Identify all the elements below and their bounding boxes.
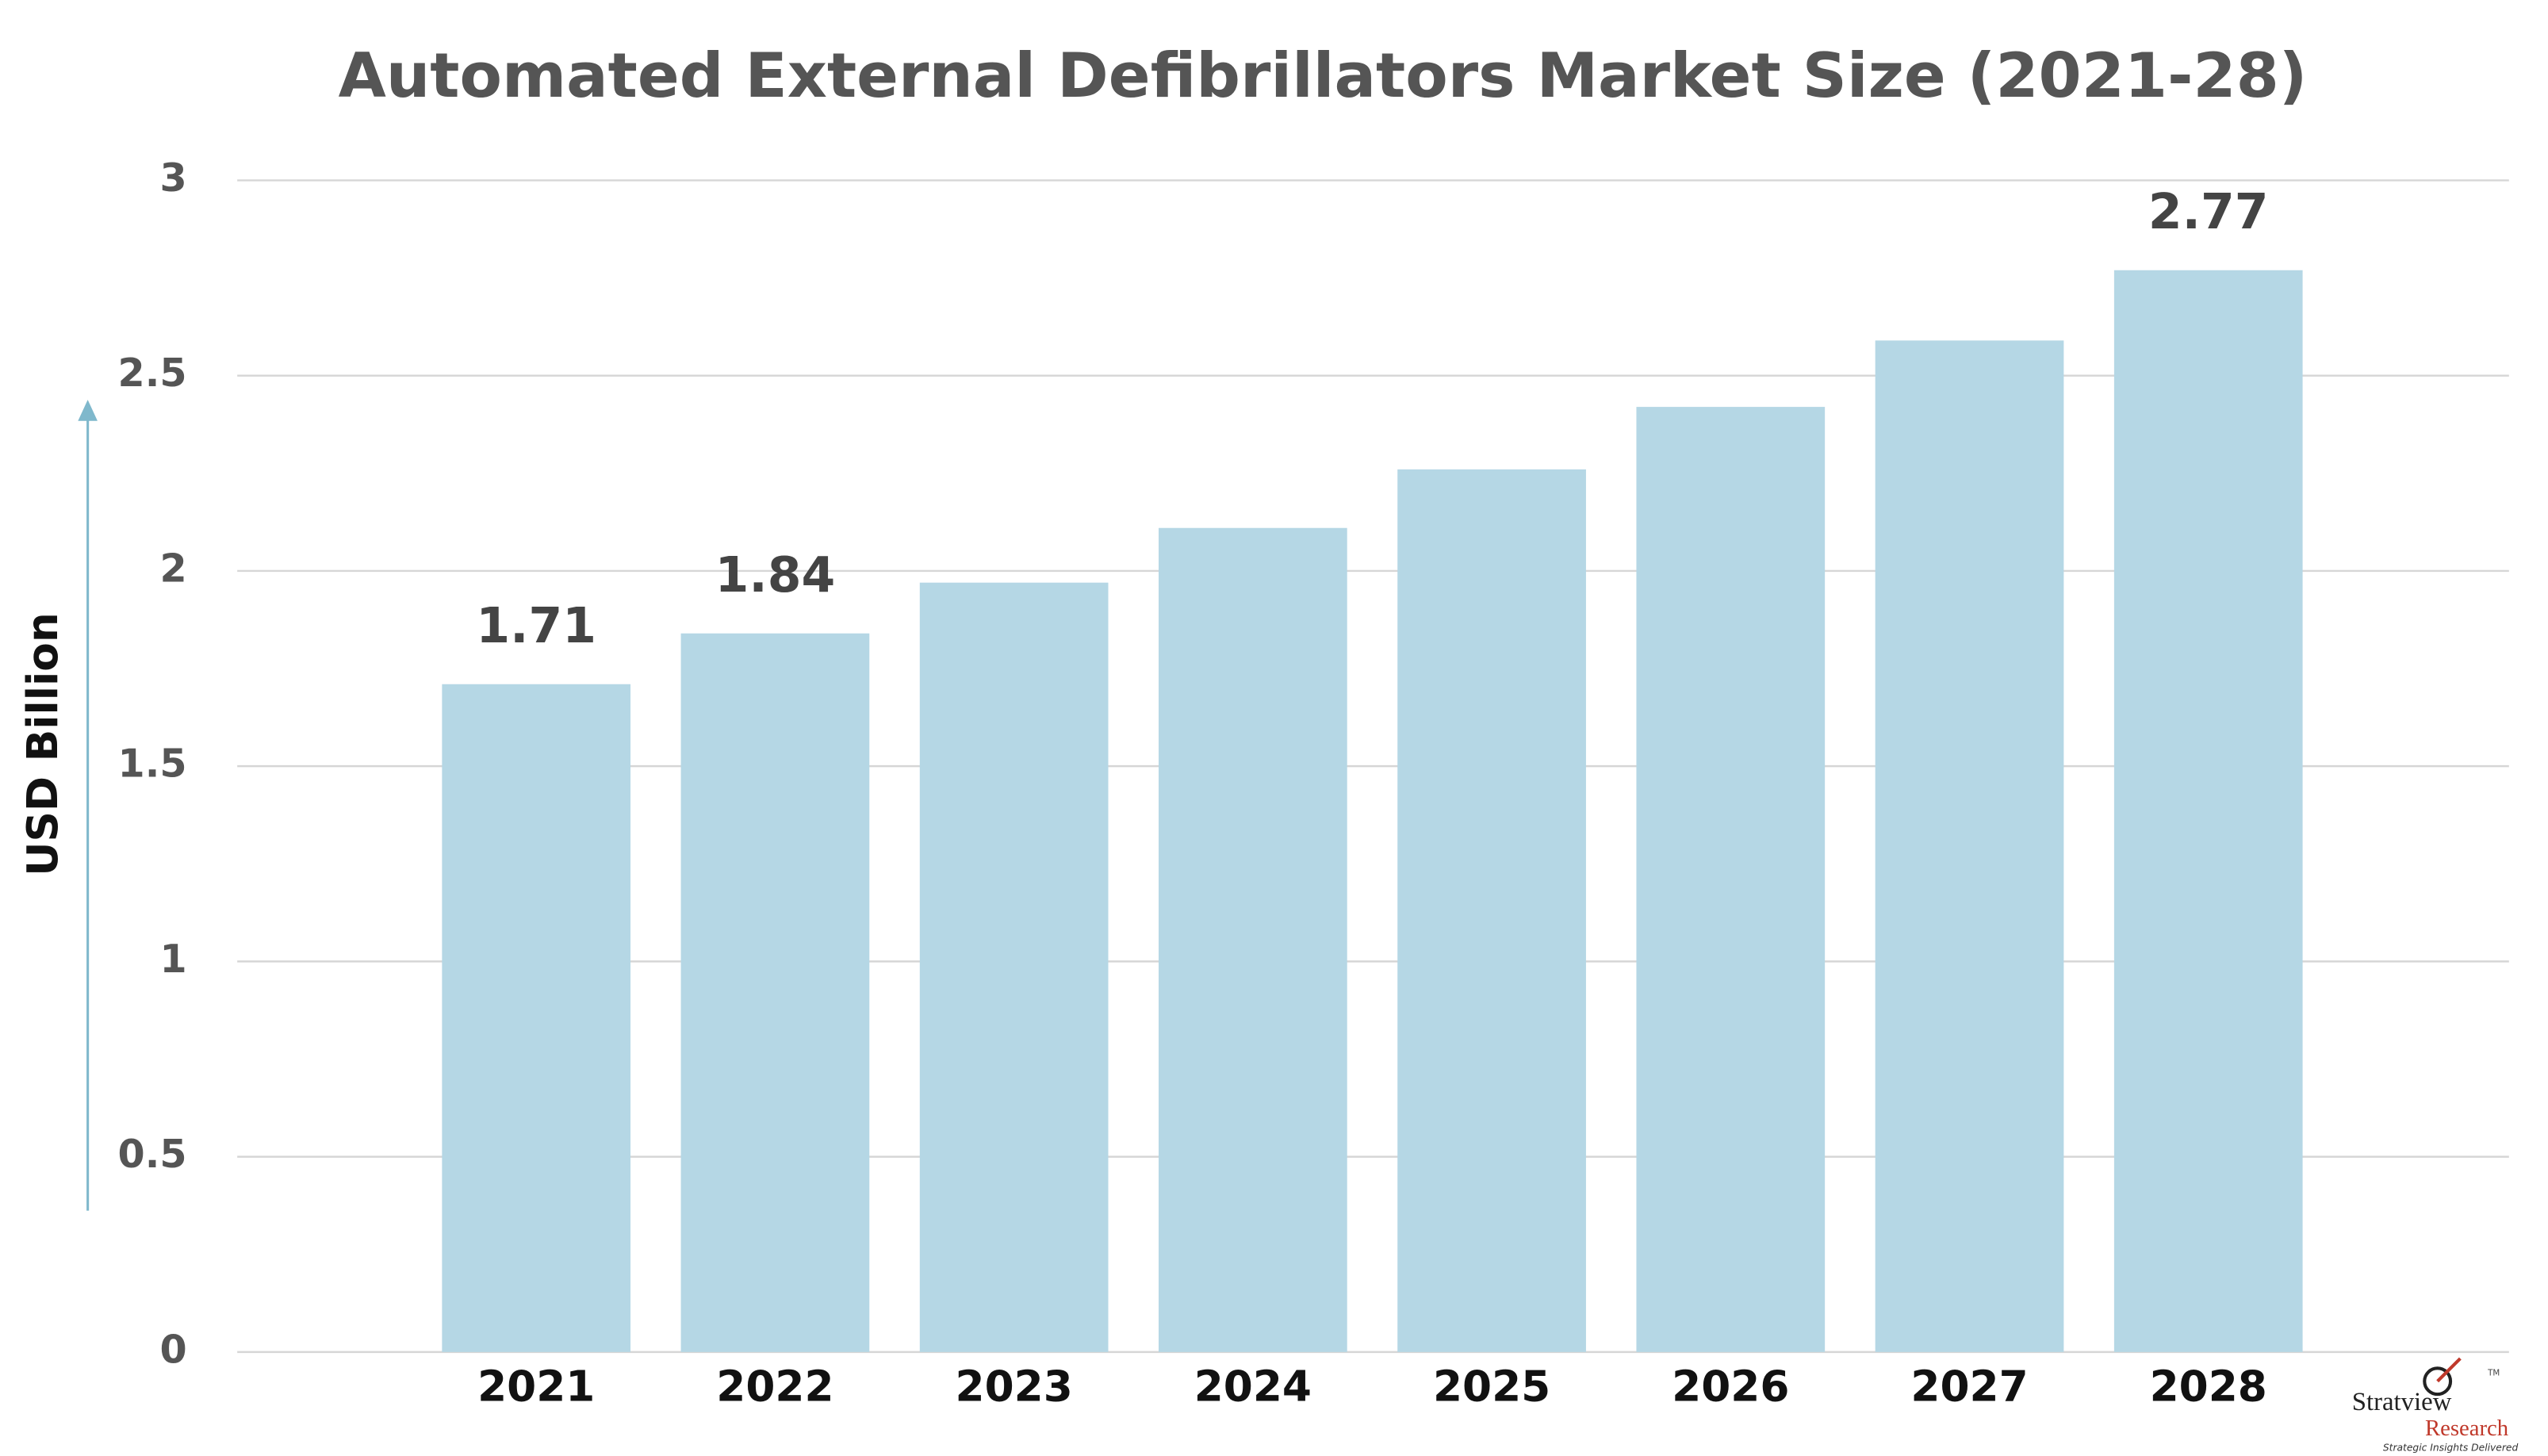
y-tick-label: 2 xyxy=(159,545,186,591)
x-tick-label: 2022 xyxy=(716,1362,833,1412)
y-tick-label: 3 xyxy=(159,155,186,201)
y-tick-label: 1.5 xyxy=(118,741,187,787)
logo-sub: Research xyxy=(2425,1416,2508,1441)
y-axis-label: USD Billion xyxy=(18,612,67,876)
bar xyxy=(1159,527,1347,1352)
data-label: 2.77 xyxy=(2148,184,2269,240)
logo-tagline: Strategic Insights Delivered xyxy=(2383,1442,2519,1453)
bar xyxy=(1875,340,2064,1352)
bar xyxy=(442,684,631,1352)
logo-icon xyxy=(2436,1357,2462,1383)
logo-trademark: TM xyxy=(2487,1368,2500,1377)
logo: Stratview TM Research Strategic Insights… xyxy=(2352,1357,2519,1453)
bar xyxy=(2113,270,2303,1352)
y-tick-label: 0.5 xyxy=(118,1131,187,1177)
y-tick-label: 0 xyxy=(159,1326,186,1372)
chart-title: Automated External Defibrillators Market… xyxy=(339,40,2308,112)
bar xyxy=(1397,469,1586,1352)
bar xyxy=(919,582,1109,1352)
y-tick-label: 2.5 xyxy=(118,350,187,396)
x-tick-label: 2021 xyxy=(477,1362,595,1412)
x-tick-label: 2027 xyxy=(1910,1362,2028,1412)
x-tick-label: 2026 xyxy=(1672,1362,1789,1412)
x-tick-label: 2023 xyxy=(956,1362,1073,1412)
axis-arrow-head xyxy=(78,400,98,421)
x-tick-label: 2028 xyxy=(2150,1362,2267,1412)
data-label: 1.84 xyxy=(715,547,836,603)
x-tick-label: 2025 xyxy=(1433,1362,1550,1412)
y-tick-label: 1 xyxy=(159,936,186,982)
bar xyxy=(680,633,870,1352)
logo-icon xyxy=(2423,1366,2453,1397)
data-label: 1.71 xyxy=(476,598,596,654)
logo-name: Stratview xyxy=(2352,1388,2452,1416)
x-tick-label: 2024 xyxy=(1194,1362,1312,1412)
bar xyxy=(1636,407,1826,1352)
